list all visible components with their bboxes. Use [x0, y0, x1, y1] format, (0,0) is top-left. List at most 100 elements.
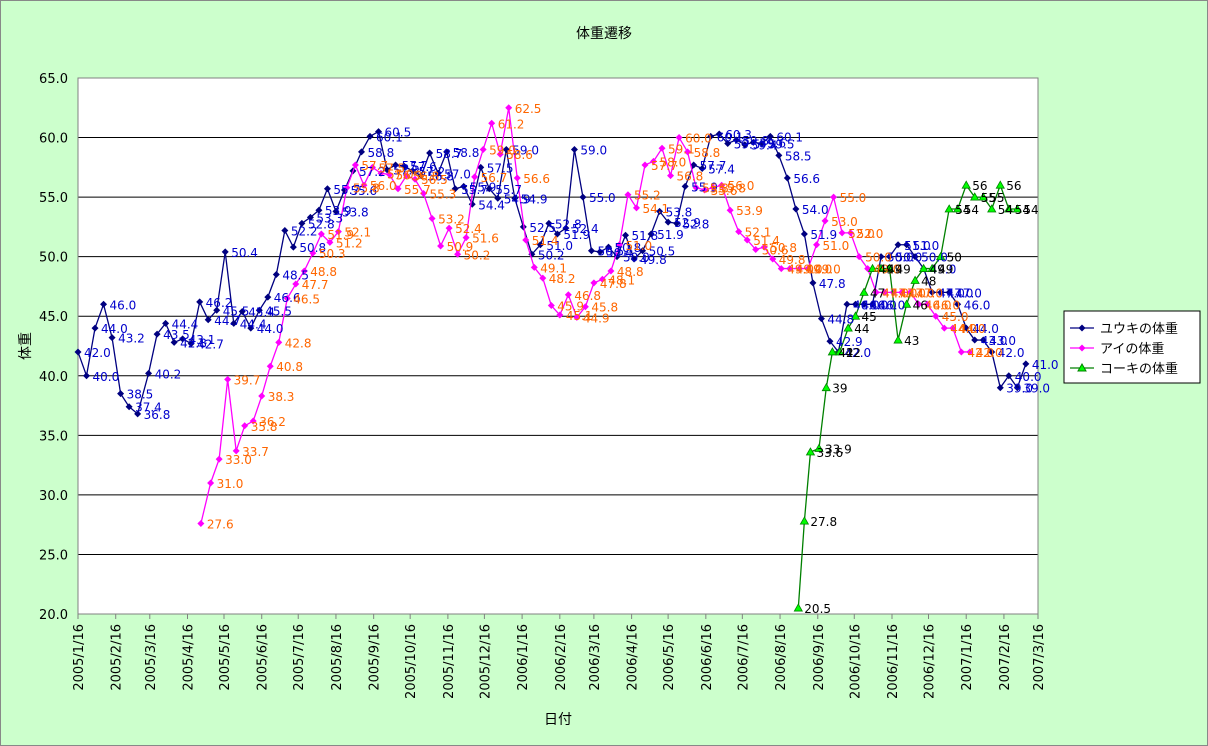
data-label: 62.5 — [515, 102, 542, 116]
data-point — [792, 205, 800, 213]
data-point — [573, 313, 581, 321]
data-point — [315, 206, 323, 214]
data-point — [488, 119, 496, 127]
legend-marker — [1078, 324, 1086, 332]
data-point — [460, 182, 468, 190]
data-point — [901, 299, 912, 308]
data-point — [232, 447, 240, 455]
data-label: 46.0 — [933, 298, 960, 312]
data-label: 60.1 — [717, 130, 744, 144]
data-point — [392, 161, 400, 169]
data-label: 59.0 — [512, 143, 539, 157]
data-point — [859, 287, 869, 296]
data-point — [726, 206, 734, 214]
data-point — [658, 144, 666, 152]
plot-border — [77, 77, 1039, 615]
data-point — [813, 241, 821, 249]
data-label: 46 — [913, 298, 928, 312]
data-point — [411, 175, 419, 183]
data-point — [656, 207, 664, 215]
data-point — [153, 330, 161, 338]
data-point — [426, 149, 434, 157]
data-label: 47.8 — [819, 277, 846, 291]
data-label: 45.1 — [566, 309, 593, 323]
data-point — [536, 241, 544, 249]
data-label: 48.8 — [617, 265, 644, 279]
x-tick-label: 2006/6/16 — [700, 624, 715, 691]
data-label: 56.0 — [728, 179, 755, 193]
data-label: 55.6 — [711, 184, 738, 198]
data-point — [843, 323, 853, 332]
data-point — [957, 348, 965, 356]
data-label: 42.0 — [967, 346, 994, 360]
data-point — [889, 288, 897, 296]
data-point — [867, 263, 878, 272]
data-label: 45.9 — [557, 300, 584, 314]
data-label: 39 — [832, 382, 847, 396]
data-label: 55.0 — [840, 191, 867, 205]
data-label: 46.5 — [293, 292, 320, 306]
data-label: 42.0 — [84, 346, 111, 360]
data-point — [681, 182, 689, 190]
legend-box — [1063, 310, 1201, 384]
data-point — [502, 145, 510, 153]
data-point — [496, 150, 504, 158]
data-point — [204, 316, 212, 324]
data-point — [604, 243, 612, 251]
data-point — [596, 248, 604, 256]
data-label: 55.2 — [634, 189, 661, 203]
x-tick-label: 2005/12/16 — [478, 624, 493, 699]
data-label: 56.6 — [793, 172, 820, 186]
data-label: 20.5 — [804, 602, 831, 616]
data-label: 47.0 — [955, 286, 982, 300]
data-point — [462, 234, 470, 242]
x-tick-label: 2005/7/16 — [292, 624, 307, 691]
data-label: 58.0 — [660, 155, 687, 169]
data-label: 59.5 — [768, 138, 795, 152]
data-label: 60.0 — [685, 132, 712, 146]
data-label: 53.9 — [736, 204, 763, 218]
data-label: 50.8 — [299, 241, 326, 255]
data-point — [1005, 372, 1013, 380]
data-label: 41.0 — [1032, 358, 1059, 372]
data-point — [675, 134, 683, 142]
x-tick-label: 2005/10/16 — [404, 624, 419, 699]
data-point — [684, 148, 692, 156]
data-point — [884, 263, 895, 272]
data-label: 43.0 — [981, 334, 1008, 348]
data-point — [417, 172, 425, 180]
data-label: 46.0 — [925, 298, 952, 312]
data-point — [598, 275, 606, 283]
y-tick-label: 55.0 — [39, 191, 68, 206]
data-point — [971, 336, 979, 344]
data-label: 51.0 — [546, 239, 573, 253]
data-label: 43 — [904, 334, 919, 348]
data-label: 58.8 — [367, 146, 394, 160]
legend-marker — [1078, 344, 1086, 352]
data-point — [351, 161, 359, 169]
data-label: 48.8 — [310, 265, 337, 279]
data-point — [255, 306, 263, 314]
data-point — [403, 172, 411, 180]
data-point — [207, 479, 215, 487]
data-label: 55.8 — [702, 182, 729, 196]
data-label: 50.0 — [623, 251, 650, 265]
data-label: 57.6 — [410, 160, 437, 174]
x-tick-label: 2005/4/16 — [182, 624, 197, 691]
data-point — [937, 288, 945, 296]
data-point — [715, 130, 723, 138]
data-label: 38.3 — [268, 390, 295, 404]
data-label: 55.8 — [353, 182, 380, 196]
data-label: 50.4 — [606, 246, 633, 260]
data-point — [953, 204, 963, 213]
x-tick-label: 2006/3/16 — [588, 624, 603, 691]
data-label: 55.0 — [589, 191, 616, 205]
data-point — [860, 300, 868, 308]
series-lines — [74, 104, 1030, 612]
data-point — [877, 253, 885, 261]
data-label: 52.8 — [555, 217, 582, 231]
data-point — [630, 255, 638, 263]
data-point — [876, 263, 886, 272]
data-point — [221, 248, 229, 256]
